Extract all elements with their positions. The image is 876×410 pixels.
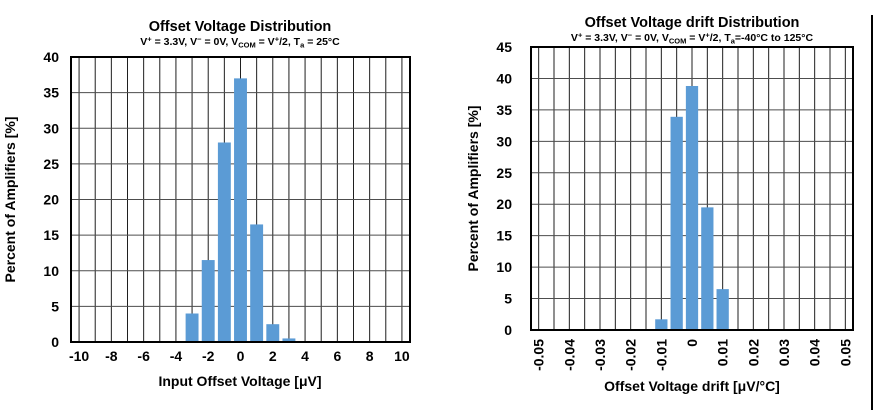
y-tick-label: 30 xyxy=(43,120,59,136)
subtitle-text: =-40°C to 125°C xyxy=(735,32,814,44)
subtitle-text: = 3.3V, V xyxy=(582,32,627,44)
x-tick-label: 0.02 xyxy=(745,339,761,366)
y-axis-label: Percent of Amplifiers [%] xyxy=(465,106,481,272)
histogram-bar xyxy=(655,319,668,330)
y-tick-label: 35 xyxy=(496,102,512,118)
chart-title: Offset Voltage drift Distribution xyxy=(585,15,800,31)
y-tick-label: 10 xyxy=(43,263,59,279)
histogram-bar xyxy=(670,116,683,330)
subtitle-text: = V xyxy=(686,32,705,44)
y-tick-label: 0 xyxy=(504,322,512,338)
histogram-bar xyxy=(266,324,280,342)
histogram-bar xyxy=(685,85,699,330)
x-tick-label: -8 xyxy=(105,348,118,364)
x-tick-label: 0.04 xyxy=(807,339,823,366)
y-tick-label: 20 xyxy=(496,196,512,212)
x-tick-label: 4 xyxy=(301,348,309,364)
subtitle-text: = 3.3V, V xyxy=(152,36,197,48)
y-tick-label: 10 xyxy=(496,259,512,275)
x-tick-label: 0 xyxy=(237,348,245,364)
offset-voltage-histogram: 0 5 10 15 20 25 30 35 40 -10 -8 -6 -4 -2 0 2 4 6 8 10 Offse… xyxy=(2,19,411,389)
y-tick-label: 40 xyxy=(496,70,512,86)
x-tick-label: 0.01 xyxy=(715,339,731,366)
subtitle-text: V xyxy=(571,32,578,44)
x-tick-label: -10 xyxy=(69,348,89,364)
y-axis-label: Percent of Amplifiers [%] xyxy=(2,117,18,283)
y-tick-label: 20 xyxy=(43,192,59,208)
histogram-bar xyxy=(201,260,215,342)
x-tick-label: -6 xyxy=(137,348,150,364)
offset-voltage-drift-histogram: 0 5 10 15 20 25 30 35 40 45 -0.05 -0.04 -0.03 -0.02 -0… xyxy=(465,15,854,394)
y-tick-label: 25 xyxy=(43,156,59,172)
subtitle-sub: COM xyxy=(669,37,687,46)
subtitle-text: = 25°C xyxy=(304,36,340,48)
histogram-bar xyxy=(282,338,296,342)
subtitle-sup: − xyxy=(628,31,633,40)
x-tick-label: 10 xyxy=(394,348,410,364)
subtitle-sub: COM xyxy=(238,41,256,50)
x-tick-label: 0 xyxy=(684,339,700,347)
figure-border-line xyxy=(871,15,873,410)
subtitle-text: V xyxy=(140,36,147,48)
x-tick-label: -2 xyxy=(202,348,215,364)
subtitle-sup: + xyxy=(705,31,710,40)
subtitle-sub: a xyxy=(731,37,736,46)
histogram-bar xyxy=(217,142,231,342)
subtitle-text: = V xyxy=(256,36,275,48)
y-tick-label: 15 xyxy=(496,228,512,244)
subtitle-sub: a xyxy=(300,41,305,50)
subtitle-text: = 0V, V xyxy=(632,32,669,44)
x-tick-label: -0.04 xyxy=(561,339,577,371)
y-tick-label: 25 xyxy=(496,165,512,181)
x-tick-label: 8 xyxy=(366,348,374,364)
y-tick-label: 15 xyxy=(43,227,59,243)
histogram-bar xyxy=(250,224,264,342)
x-axis-label: Input Offset Voltage [μV] xyxy=(158,373,321,389)
subtitle-sup: + xyxy=(578,31,583,40)
x-tick-label: -0.02 xyxy=(623,339,639,371)
y-tick-label: 5 xyxy=(51,298,59,314)
x-tick-label: -0.03 xyxy=(592,339,608,371)
y-tick-label: 40 xyxy=(43,49,59,65)
subtitle-text: /2, T xyxy=(710,32,732,44)
subtitle-sup: + xyxy=(275,35,280,44)
y-tick-label: 45 xyxy=(496,39,512,55)
chart-title: Offset Voltage Distribution xyxy=(149,19,332,35)
x-tick-label: 0.03 xyxy=(776,339,792,366)
subtitle-sup: + xyxy=(147,35,152,44)
chart-subtitle: V+ = 3.3V, V− = 0V, VCOM = V+/2, Ta=-40°… xyxy=(571,31,814,46)
y-tick-label: 35 xyxy=(43,85,59,101)
chart-dynamic-layer: 0 5 10 15 20 25 30 35 40 -10 -8 -6 -4 -2 0 2 4 6 8 10 xyxy=(43,49,411,364)
x-axis-label: Offset Voltage drift [μV/°C] xyxy=(604,378,780,394)
x-tick-label: -4 xyxy=(170,348,183,364)
y-tick-label: 5 xyxy=(504,291,512,307)
histogram-bar xyxy=(234,78,247,342)
y-tick-label: 30 xyxy=(496,133,512,149)
x-tick-label: -0.01 xyxy=(653,339,669,371)
plot-frame xyxy=(70,56,411,343)
histogram-bar xyxy=(716,289,729,330)
histogram-bar xyxy=(185,313,199,342)
x-tick-label: -0.05 xyxy=(531,339,547,371)
histogram-bar xyxy=(701,207,714,330)
subtitle-text: = 0V, V xyxy=(202,36,239,48)
x-tick-label: 6 xyxy=(333,348,341,364)
chart-dynamic-layer: 0 5 10 15 20 25 30 35 40 45 -0.05 -0.04 -0.03 -0.02 -0… xyxy=(496,39,854,371)
x-tick-label: 2 xyxy=(269,348,277,364)
x-tick-label: 0.05 xyxy=(837,339,853,366)
subtitle-text: /2, T xyxy=(279,36,301,48)
plot-frame xyxy=(530,46,854,331)
y-tick-label: 0 xyxy=(51,334,59,350)
subtitle-sup: − xyxy=(197,35,202,44)
chart-subtitle: V+ = 3.3V, V− = 0V, VCOM = V+/2, Ta = 25… xyxy=(140,35,340,50)
